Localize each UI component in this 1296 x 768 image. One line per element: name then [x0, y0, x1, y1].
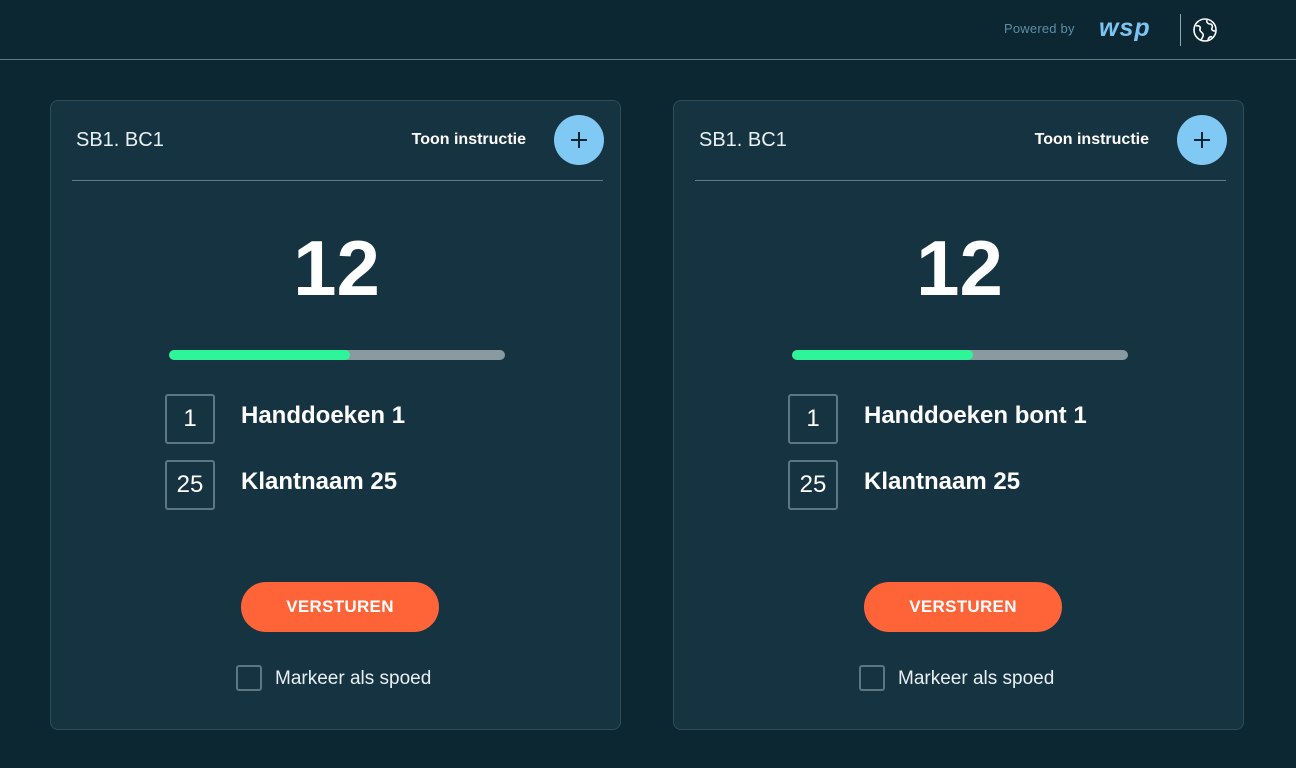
item-label: Handdoeken bont 1	[864, 402, 1087, 429]
card-divider	[72, 180, 603, 181]
add-button[interactable]	[1177, 115, 1227, 165]
card-title: SB1. BC1	[699, 129, 787, 151]
item-label: Handdoeken 1	[241, 402, 406, 429]
wsp-logo: wsp	[1099, 14, 1151, 42]
card-title: SB1. BC1	[76, 129, 164, 151]
progress-bar	[792, 350, 1128, 360]
progress-fill	[792, 350, 974, 360]
task-card: SB1. BC1 Toon instructie 12 1 Handdoeken…	[50, 100, 621, 730]
add-button[interactable]	[554, 115, 604, 165]
progress-fill	[169, 350, 351, 360]
plus-icon	[571, 132, 587, 148]
urgent-label: Markeer als spoed	[898, 668, 1055, 689]
plus-icon	[1194, 132, 1210, 148]
item-count: 12	[916, 224, 1003, 312]
header-divider	[1180, 14, 1181, 46]
show-instruction-button[interactable]: Toon instructie	[411, 131, 526, 148]
task-card: SB1. BC1 Toon instructie 12 1 Handdoeken…	[673, 100, 1244, 730]
urgent-checkbox[interactable]	[859, 665, 885, 691]
show-instruction-button[interactable]: Toon instructie	[1034, 131, 1149, 148]
item-label: Klantnaam 25	[241, 468, 398, 495]
urgent-checkbox[interactable]	[236, 665, 262, 691]
powered-by-label: Powered by	[1004, 21, 1075, 36]
top-bar: Powered by wsp	[0, 0, 1296, 60]
item-count: 12	[293, 224, 380, 312]
item-number: 1	[788, 394, 838, 444]
urgent-label: Markeer als spoed	[275, 668, 432, 689]
item-label: Klantnaam 25	[864, 468, 1021, 495]
item-number: 25	[165, 460, 215, 510]
item-number: 1	[165, 394, 215, 444]
item-number: 25	[788, 460, 838, 510]
card-divider	[695, 180, 1226, 181]
progress-bar	[169, 350, 505, 360]
send-button[interactable]: VERSTUREN	[864, 582, 1062, 632]
globe-icon[interactable]	[1192, 17, 1218, 43]
send-button[interactable]: VERSTUREN	[241, 582, 439, 632]
